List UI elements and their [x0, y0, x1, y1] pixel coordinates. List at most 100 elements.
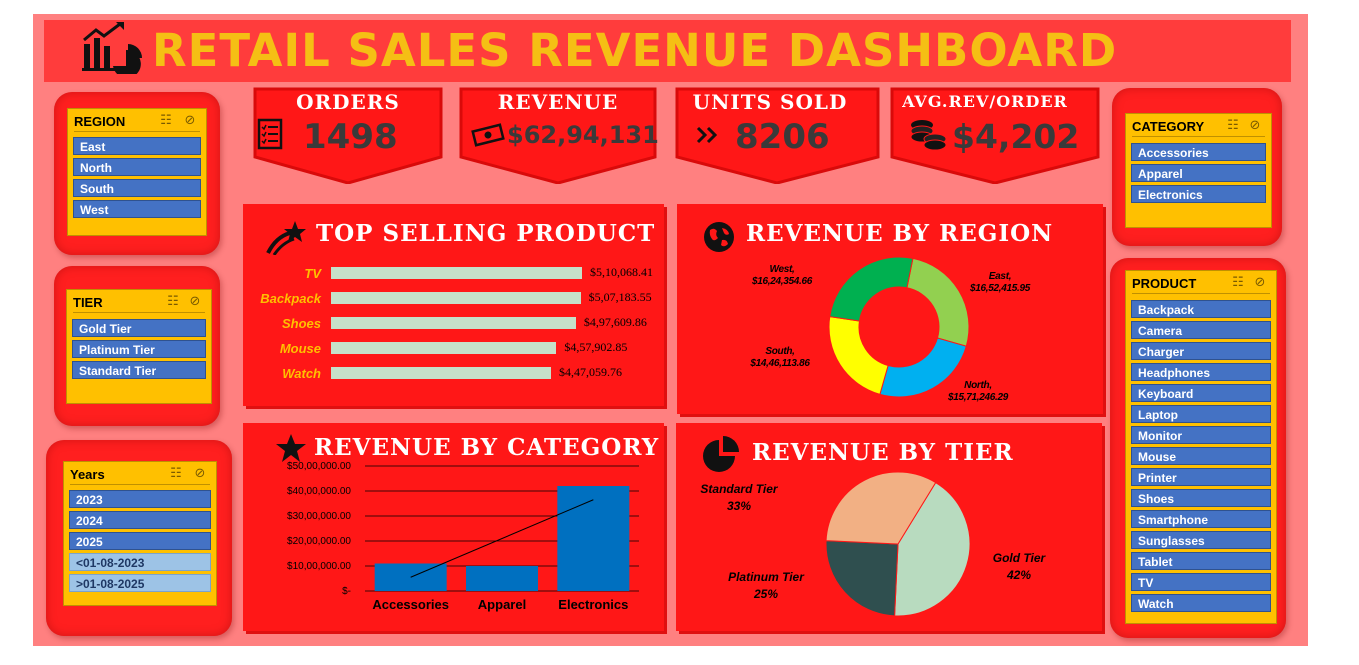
- category-title: REVENUE BY CATEGORY: [314, 434, 660, 461]
- product-item-shoes[interactable]: Shoes: [1131, 489, 1271, 507]
- kpi-avg-rev-order: AVG.REV/ORDER $4,202: [890, 87, 1100, 184]
- title-bar: [44, 20, 1291, 82]
- product-item-tablet[interactable]: Tablet: [1131, 552, 1271, 570]
- product-item-monitor[interactable]: Monitor: [1131, 426, 1271, 444]
- product-item-mouse[interactable]: Mouse: [1131, 447, 1271, 465]
- bar: [331, 342, 557, 354]
- clear-filter-icon[interactable]: ⊘: [1249, 118, 1261, 133]
- product-item-printer[interactable]: Printer: [1131, 468, 1271, 486]
- region-item-west[interactable]: West: [73, 200, 201, 218]
- multi-select-icon[interactable]: ☷: [170, 466, 182, 481]
- product-slicer-title: PRODUCT: [1132, 276, 1197, 291]
- kpi-avg-label: AVG.REV/ORDER: [902, 92, 1068, 111]
- bar-label: Shoes: [281, 316, 321, 331]
- category-slicer: CATEGORY ☷ ⊘ Accessories Apparel Electro…: [1125, 113, 1272, 228]
- multi-select-icon[interactable]: ☷: [167, 294, 179, 309]
- bar: [557, 486, 630, 591]
- bar-value-label: $4,57,902.85: [564, 340, 628, 354]
- multi-select-icon[interactable]: ☷: [160, 113, 172, 128]
- tier-name: Platinum Tier: [728, 570, 804, 584]
- tier-item-platinum[interactable]: Platinum Tier: [72, 340, 206, 358]
- region-label-east: East, $16,52,415.95: [960, 271, 1040, 295]
- kpi-avg-value: $4,202: [952, 117, 1080, 156]
- product-item-laptop[interactable]: Laptop: [1131, 405, 1271, 423]
- product-item-sunglasses[interactable]: Sunglasses: [1131, 531, 1271, 549]
- category-item-accessories[interactable]: Accessories: [1131, 143, 1266, 161]
- bar-label: Watch: [282, 366, 321, 381]
- category-slicer-title: CATEGORY: [1132, 119, 1205, 134]
- shooting-star-icon: [266, 221, 306, 255]
- clear-filter-icon[interactable]: ⊘: [184, 113, 196, 128]
- y-tick-label: $10,00,000.00: [287, 561, 351, 572]
- kpi-card-shape: [890, 87, 1100, 184]
- tier-label-standard-tier: Standard Tier 33%: [684, 481, 794, 515]
- y-tick-label: $50,00,000.00: [287, 461, 351, 472]
- clear-filter-icon[interactable]: ⊘: [194, 466, 206, 481]
- product-item-tv[interactable]: TV: [1131, 573, 1271, 591]
- kpi-revenue-value: $62,94,131: [507, 121, 659, 149]
- product-item-watch[interactable]: Watch: [1131, 594, 1271, 612]
- tier-item-gold[interactable]: Gold Tier: [72, 319, 206, 337]
- top-product-title: TOP SELLING PRODUCT: [316, 220, 656, 247]
- x-category-label: Accessories: [372, 597, 449, 612]
- tier-slicer: TIER ☷ ⊘ Gold Tier Platinum Tier Standar…: [66, 289, 212, 404]
- x-category-label: Apparel: [478, 597, 526, 612]
- y-tick-label: $-: [342, 586, 351, 597]
- years-slicer: Years ☷ ⊘ 2023 2024 2025 <01-08-2023 >01…: [63, 461, 217, 606]
- product-item-headphones[interactable]: Headphones: [1131, 363, 1271, 381]
- tier-percent: 33%: [726, 499, 752, 513]
- kpi-card-shape: [675, 87, 880, 184]
- region-item-east[interactable]: East: [73, 137, 201, 155]
- clear-filter-icon[interactable]: ⊘: [189, 294, 201, 309]
- years-item-2023[interactable]: 2023: [69, 490, 211, 508]
- product-item-charger[interactable]: Charger: [1131, 342, 1271, 360]
- page-title: RETAIL SALES REVENUE DASHBOARD: [152, 24, 1118, 77]
- kpi-units-label: UNITS SOLD: [692, 90, 848, 114]
- bar-value-label: $5,10,068.41: [590, 265, 653, 279]
- region-donut-chart: [828, 256, 970, 398]
- region-value: $15,71,246.29: [947, 392, 1009, 403]
- kpi-card-shape: [253, 87, 443, 184]
- region-label-north: North, $15,71,246.29: [938, 380, 1018, 404]
- region-slicer: REGION ☷ ⊘ East North South West: [67, 108, 207, 236]
- bar: [331, 267, 582, 279]
- product-item-keyboard[interactable]: Keyboard: [1131, 384, 1271, 402]
- bar-label: Mouse: [279, 341, 321, 356]
- pie-chart-icon: [703, 436, 739, 472]
- double-chevron-icon: [696, 126, 718, 144]
- region-name: North,: [964, 380, 992, 391]
- bar-label: Backpack: [260, 291, 321, 306]
- years-item-after-2025[interactable]: >01-08-2025: [69, 574, 211, 592]
- bar-value-label: $4,97,609.86: [583, 315, 647, 329]
- bar: [331, 367, 551, 379]
- product-item-smartphone[interactable]: Smartphone: [1131, 510, 1271, 528]
- region-item-south[interactable]: South: [73, 179, 201, 197]
- bar-value-label: $5,07,183.55: [588, 290, 652, 304]
- years-item-before-2023[interactable]: <01-08-2023: [69, 553, 211, 571]
- region-name: East,: [988, 271, 1012, 282]
- bar-value-label: $4,47,059.76: [558, 365, 622, 379]
- trendline: [410, 499, 594, 578]
- years-item-2025[interactable]: 2025: [69, 532, 211, 550]
- region-item-north[interactable]: North: [73, 158, 201, 176]
- multi-select-icon[interactable]: ☷: [1232, 275, 1244, 290]
- product-item-backpack[interactable]: Backpack: [1131, 300, 1271, 318]
- region-title: REVENUE BY REGION: [746, 220, 1054, 247]
- category-item-electronics[interactable]: Electronics: [1131, 185, 1266, 203]
- cash-icon: [471, 123, 505, 147]
- years-item-2024[interactable]: 2024: [69, 511, 211, 529]
- tier-label-gold-tier: Gold Tier 42%: [964, 550, 1074, 584]
- clear-filter-icon[interactable]: ⊘: [1254, 275, 1266, 290]
- region-value: $14,46,113.86: [750, 358, 810, 369]
- kpi-orders: ORDERS 1498: [253, 87, 443, 184]
- region-name: West,: [769, 264, 795, 275]
- tier-title: REVENUE BY TIER: [752, 439, 1014, 466]
- tier-item-standard[interactable]: Standard Tier: [72, 361, 206, 379]
- category-item-apparel[interactable]: Apparel: [1131, 164, 1266, 182]
- product-item-camera[interactable]: Camera: [1131, 321, 1271, 339]
- region-value: $16,24,354.66: [751, 276, 813, 287]
- donut-slice-south: [828, 316, 889, 395]
- tier-percent: 25%: [753, 587, 779, 601]
- multi-select-icon[interactable]: ☷: [1227, 118, 1239, 133]
- checklist-icon: [257, 118, 283, 150]
